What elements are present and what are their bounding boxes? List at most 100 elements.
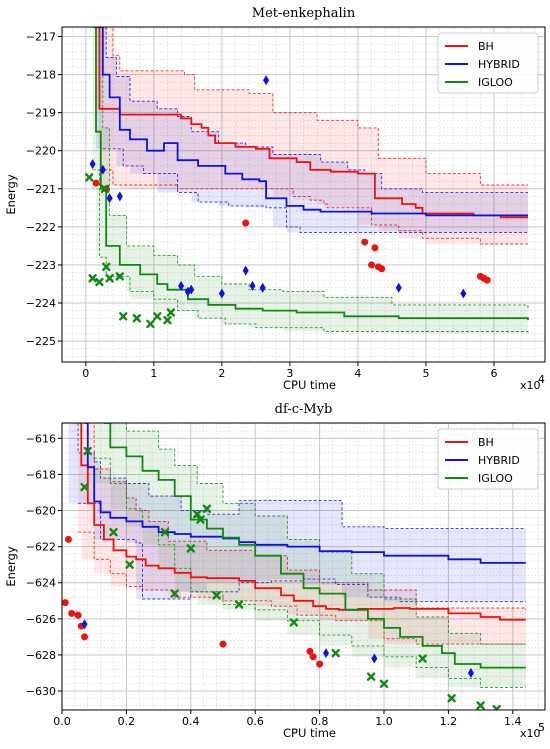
bh-band — [99, 27, 529, 244]
y-tick-label: −618 — [26, 468, 56, 481]
legend-label-bh: BH — [478, 436, 494, 449]
hybrid-point — [460, 288, 467, 299]
x-tick-label: 1 — [150, 367, 157, 380]
x-tick-label: 6 — [490, 367, 497, 380]
bh-point — [74, 611, 82, 619]
igloo-point — [83, 446, 92, 456]
legend-label-hybrid: HYBRID — [478, 454, 520, 467]
igloo-upper-bound — [110, 423, 526, 645]
igloo-point — [234, 600, 244, 609]
igloo-lower-bound — [94, 457, 526, 688]
y-tick-label: −616 — [26, 432, 56, 445]
x-tick-label: 1.0 — [375, 715, 393, 728]
hybrid-point — [259, 282, 266, 293]
igloo-mean-line — [103, 423, 526, 669]
x-tick-label: 0.4 — [182, 715, 200, 728]
bh-point — [92, 179, 100, 187]
igloo-point — [100, 184, 110, 193]
y-tick-label: −620 — [26, 505, 56, 518]
bh-point — [219, 640, 227, 648]
hybrid-mean-line — [84, 423, 526, 564]
igloo-point — [476, 701, 485, 710]
igloo-point — [102, 262, 111, 272]
igloo-point — [105, 274, 114, 283]
igloo-point — [379, 679, 389, 689]
legend: BH HYBRID IGLOO — [437, 32, 539, 94]
chart-panel-2: 0.0 0.2 0.4 0.6 0.8 1.0 1.2 1.4 −616 −618 −620 −622… — [4, 402, 546, 740]
y-tick-label: −224 — [26, 297, 56, 310]
igloo-point — [193, 509, 202, 519]
hybrid-lower-bound — [78, 502, 526, 603]
bh-point — [368, 261, 376, 269]
chart-title: df-c-Myb — [275, 402, 333, 417]
igloo-point — [492, 704, 501, 710]
hybrid-point — [218, 288, 225, 299]
y-tick-label: −624 — [26, 577, 56, 590]
igloo-point — [109, 528, 118, 537]
x-axis-label: CPU time — [283, 726, 336, 740]
y-tick-label: −223 — [26, 259, 56, 272]
bh-mean-line — [96, 27, 528, 219]
igloo-point — [186, 544, 195, 553]
bh-point — [306, 647, 314, 655]
igloo-point — [170, 589, 179, 598]
igloo-point — [163, 315, 172, 325]
plot-area — [85, 27, 529, 334]
x-tick-label: 0.0 — [53, 715, 71, 728]
bh-lower-bound — [99, 169, 528, 245]
chart-title: Met-enkephalin — [252, 6, 356, 21]
hybrid-band — [68, 423, 526, 602]
hybrid-point — [89, 159, 96, 170]
x-multiplier-exponent: 5 — [538, 721, 545, 734]
hybrid-point — [467, 667, 474, 678]
bh-point — [378, 265, 386, 273]
axes: 0.0 0.2 0.4 0.6 0.8 1.0 1.2 1.4 −616 −618 −620 −622… — [26, 432, 522, 728]
igloo-point — [132, 314, 142, 323]
igloo-lower-bound — [92, 169, 529, 334]
igloo-point — [212, 591, 221, 600]
bh-point — [483, 276, 491, 284]
x-axis-label: CPU time — [283, 378, 336, 392]
y-tick-label: −219 — [26, 107, 56, 120]
x-multiplier-exponent: 4 — [538, 373, 545, 386]
igloo-point — [196, 515, 205, 524]
igloo-point — [418, 654, 427, 663]
igloo-point — [202, 504, 212, 513]
x-tick-label: 0.8 — [311, 715, 329, 728]
hybrid-point — [323, 648, 330, 659]
igloo-point — [146, 319, 155, 329]
hybrid-point — [81, 619, 88, 630]
igloo-point — [125, 560, 134, 569]
hybrid-point — [242, 265, 249, 276]
legend-label-hybrid: HYBRID — [478, 58, 520, 71]
hybrid-point — [395, 282, 402, 293]
axes-frame — [61, 422, 546, 711]
x-tick-label: 5 — [422, 367, 429, 380]
igloo-point — [119, 312, 128, 321]
x-multiplier-label: x10 — [520, 727, 541, 740]
grid — [61, 423, 545, 710]
bh-upper-bound — [99, 27, 528, 186]
hybrid-point — [188, 284, 195, 295]
bh-point — [242, 219, 250, 227]
legend-box — [437, 428, 539, 490]
legend-label-igloo: IGLOO — [478, 472, 513, 485]
bh-point — [62, 599, 69, 607]
hybrid-point — [263, 75, 270, 86]
legend-label-igloo: IGLOO — [478, 76, 513, 89]
x-tick-label: 0.6 — [246, 715, 264, 728]
hybrid-point — [106, 193, 113, 204]
y-axis-label: Energy — [4, 546, 18, 586]
bh-point — [309, 653, 317, 661]
bh-point — [81, 633, 89, 641]
igloo-point — [166, 308, 176, 317]
bh-band — [78, 423, 526, 645]
legend-label-bh: BH — [478, 40, 494, 53]
bh-point — [64, 535, 72, 543]
axes: 0 1 2 3 4 5 6 −217 −218 −219 −220 −221 −222 −223 −224 −… — [26, 31, 498, 380]
igloo-point — [85, 173, 94, 182]
hybrid-point — [99, 164, 106, 175]
x-tick-label: 0.2 — [118, 715, 136, 728]
